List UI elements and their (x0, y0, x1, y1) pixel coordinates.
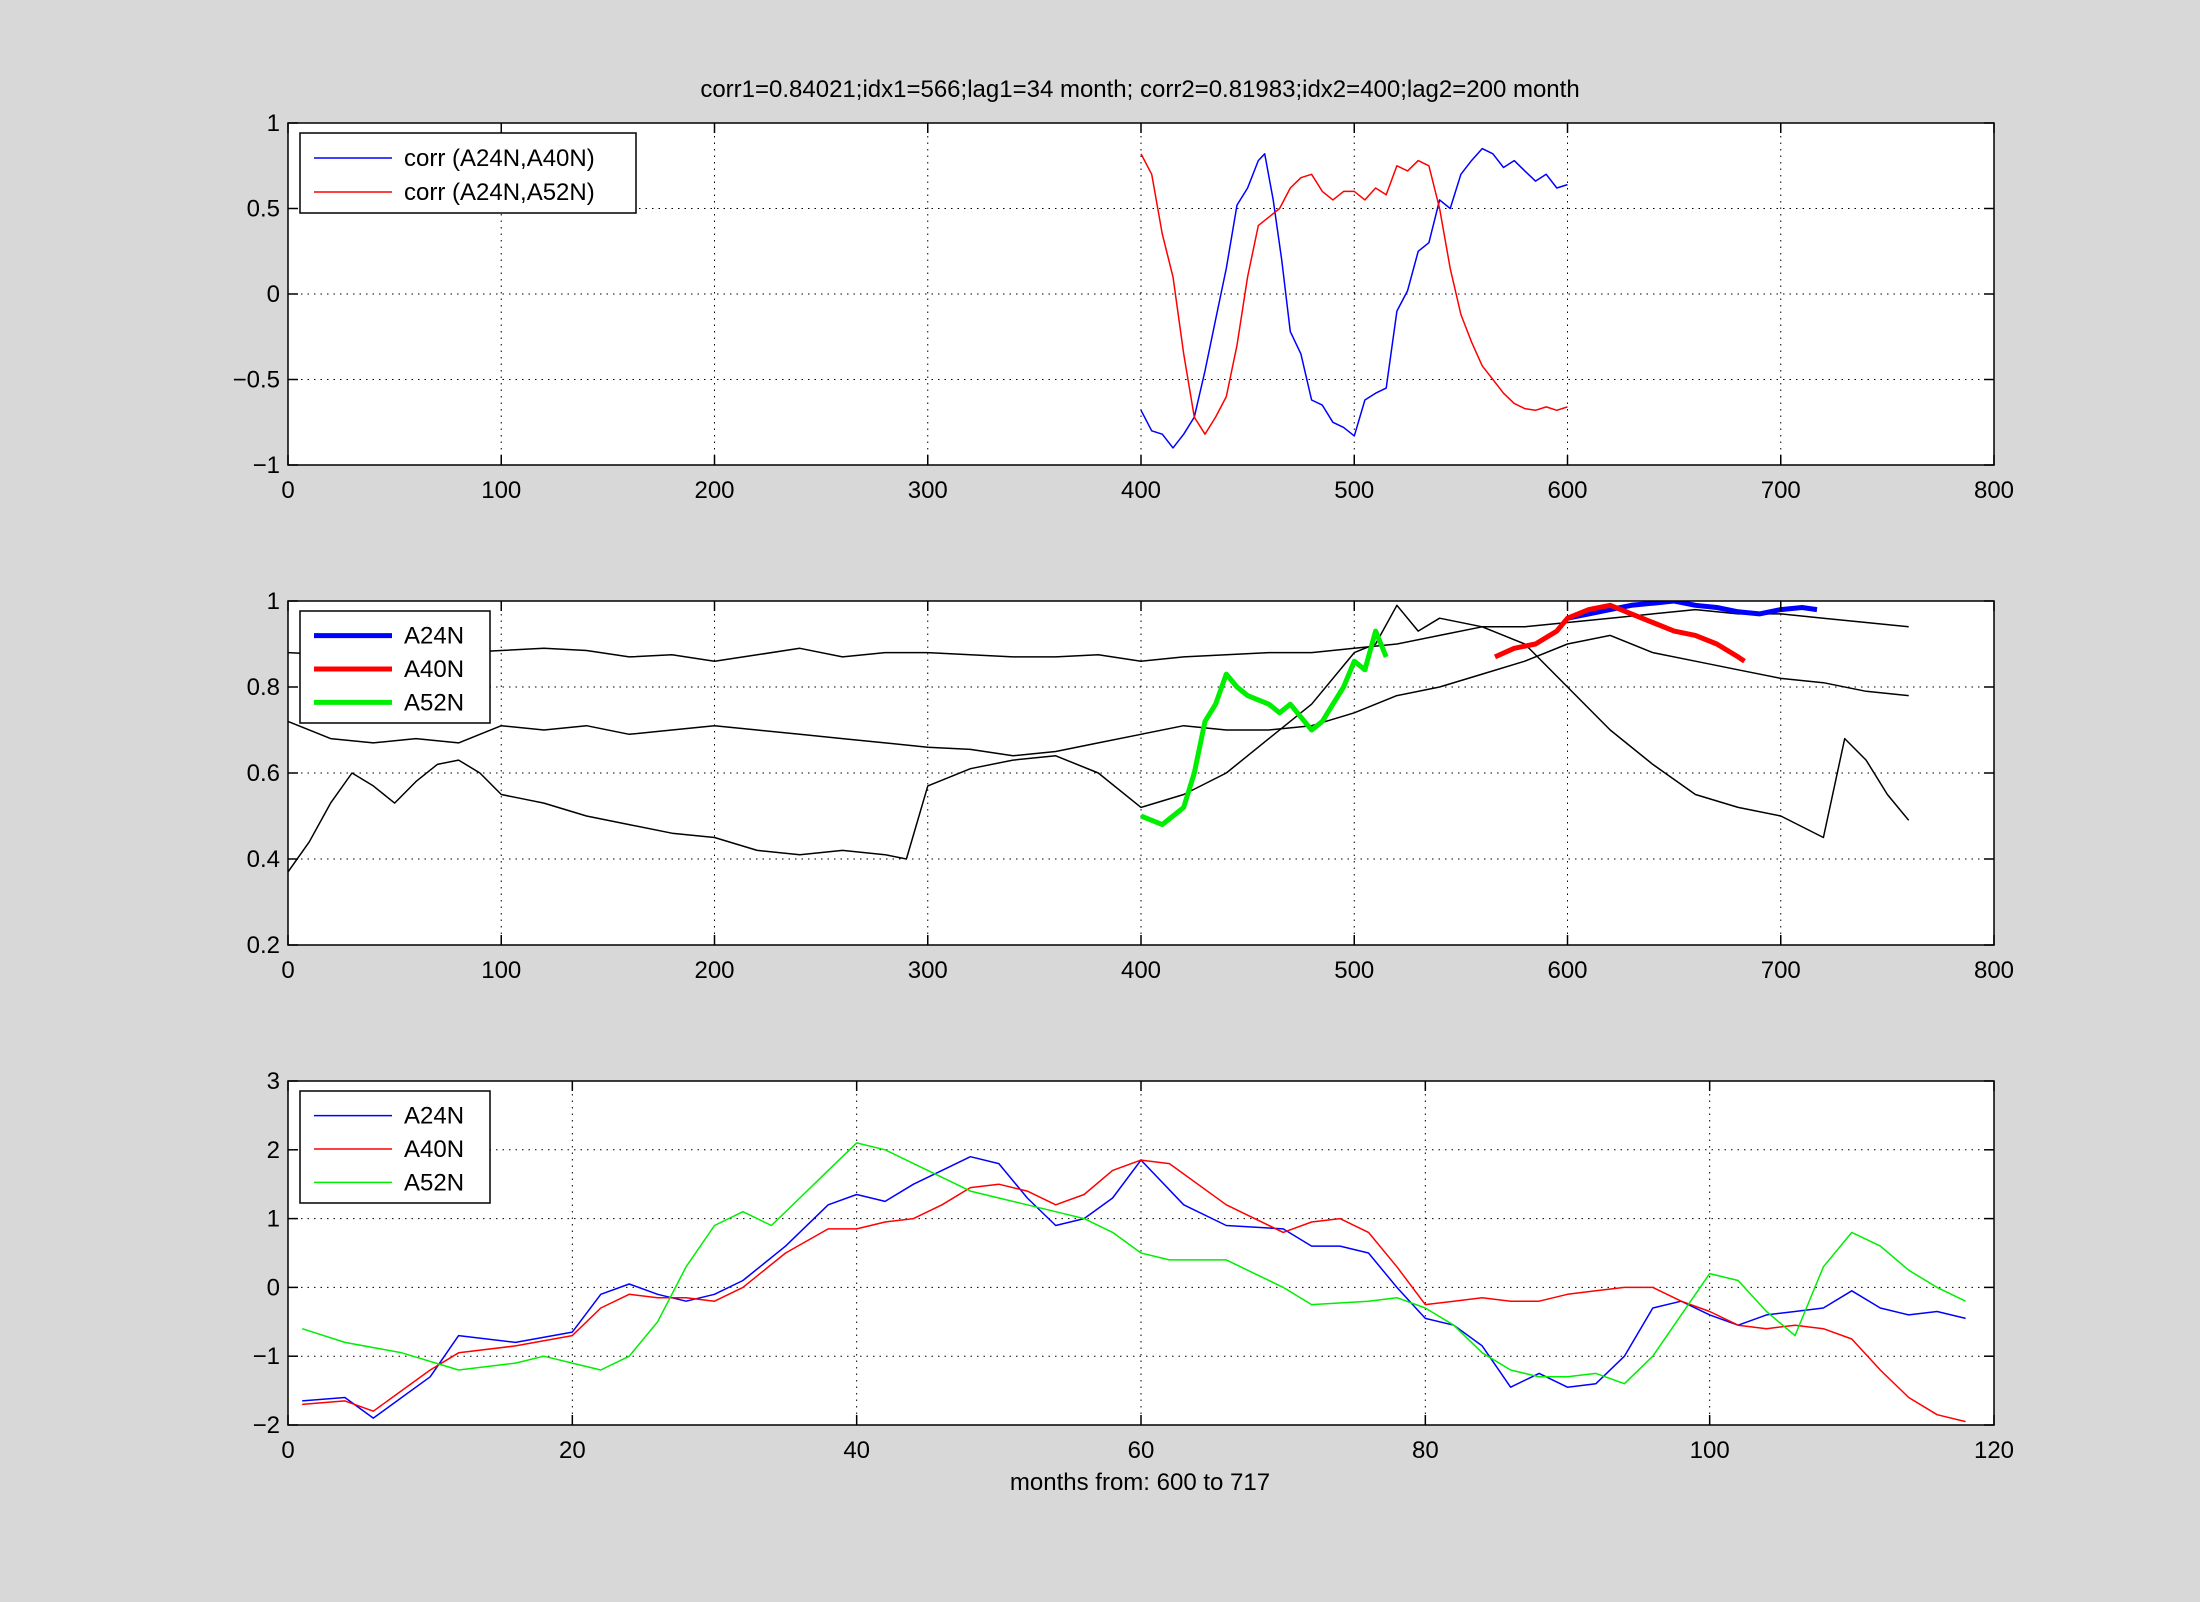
y-tick-label: 3 (267, 1068, 280, 1095)
legend-label: corr (A24N,A52N) (404, 179, 595, 206)
y-tick-label: 1 (267, 110, 280, 137)
x-tick-label: 500 (1334, 957, 1374, 984)
x-tick-label: 400 (1121, 957, 1161, 984)
legend: A24N A40N A52N (299, 610, 491, 724)
series-line-unlabeled-2 (288, 604, 1910, 873)
y-tick-label: 0.5 (247, 196, 280, 223)
legend: A24N A40N A52N (299, 1090, 491, 1204)
x-tick-label: 200 (694, 957, 734, 984)
x-axis-label: months from: 600 to 717 (1010, 1469, 1270, 1496)
legend-label: A40N (404, 656, 464, 683)
series-line-a24n (302, 1155, 1966, 1419)
subplots: 0 100 200 300 400 500 600 700 800−1−0.500.51corr… (233, 110, 2014, 1464)
x-tick-label: 200 (694, 477, 734, 504)
x-tick-label: 100 (481, 477, 521, 504)
legend-label: A52N (404, 1169, 464, 1196)
y-tick-label: 0 (267, 1274, 280, 1301)
y-tick-label: 0 (267, 281, 280, 308)
x-tick-label: 80 (1412, 1437, 1439, 1464)
x-tick-label: 40 (843, 1437, 870, 1464)
series-line-unlabeled-1 (288, 634, 1909, 757)
figure-title: corr1=0.84021;idx1=566;lag1=34 month; co… (700, 76, 1579, 103)
x-tick-label: 100 (481, 957, 521, 984)
x-tick-label: 400 (1121, 477, 1161, 504)
legend-label: corr (A24N,A40N) (404, 145, 595, 172)
x-tick-label: 800 (1974, 477, 2014, 504)
x-tick-label: 120 (1974, 1437, 2014, 1464)
series-group (301, 1142, 1966, 1423)
grid (288, 123, 1994, 465)
subplot-3: 0 20 40 60 80 100 120 −2 −1 0 1 2 3 A24N A40N A52N (253, 1068, 2014, 1464)
y-tick-label: 0.8 (247, 674, 280, 701)
y-tick-label: 0.6 (247, 760, 280, 787)
grid (288, 601, 1994, 945)
legend-box (299, 1090, 491, 1204)
subplot-1: 0 100 200 300 400 500 600 700 800 −1 −0.5 0 0.5 1 corr… (233, 110, 2014, 504)
x-tick-label: 0 (281, 1437, 294, 1464)
series-line-corr-a24n-a52n (1140, 153, 1568, 435)
series-line-a40n (302, 1159, 1966, 1423)
x-tick-label: 60 (1128, 1437, 1155, 1464)
y-tick-label: 1 (267, 588, 280, 615)
x-tick-label: 600 (1547, 957, 1587, 984)
x-tick-label: 0 (281, 957, 294, 984)
legend-label: A52N (404, 689, 464, 716)
y-tick-label: 1 (267, 1206, 280, 1233)
x-tick-label: 100 (1690, 1437, 1730, 1464)
series-line-a40n (1493, 602, 1746, 664)
grid (288, 1081, 1994, 1425)
y-tick-label: −2 (253, 1412, 280, 1439)
x-tick-label: 700 (1761, 957, 1801, 984)
series-line-a52n (301, 1142, 1966, 1385)
x-tick-label: 500 (1334, 477, 1374, 504)
legend-label: A40N (404, 1136, 464, 1163)
y-tick-label: 2 (267, 1137, 280, 1164)
subplot-2: 0 100 200 300 400 500 600 700 800 0.2 0.4 0.6 0.8 1 A2… (247, 588, 2014, 984)
x-tick-label: 800 (1974, 957, 2014, 984)
x-tick-label: 300 (908, 957, 948, 984)
series-line-a52n (1140, 628, 1389, 828)
legend-label: A24N (404, 1103, 464, 1130)
x-tick-label: 20 (559, 1437, 586, 1464)
y-tick-label: −1 (253, 1343, 280, 1370)
x-tick-label: 300 (908, 477, 948, 504)
x-tick-label: 600 (1547, 477, 1587, 504)
y-tick-label: −0.5 (233, 367, 280, 394)
legend-box (299, 132, 637, 214)
legend: corr (A24N,A40N) corr (A24N,A52N) (299, 132, 637, 214)
y-tick-label: 0.2 (247, 932, 280, 959)
legend-label: A24N (404, 623, 464, 650)
series-line-corr-a24n-a40n (1140, 147, 1568, 449)
x-tick-label: 0 (281, 477, 294, 504)
y-tick-label: 0.4 (247, 846, 280, 873)
series-group (1140, 147, 1568, 449)
y-tick-label: −1 (253, 452, 280, 479)
x-tick-label: 700 (1761, 477, 1801, 504)
